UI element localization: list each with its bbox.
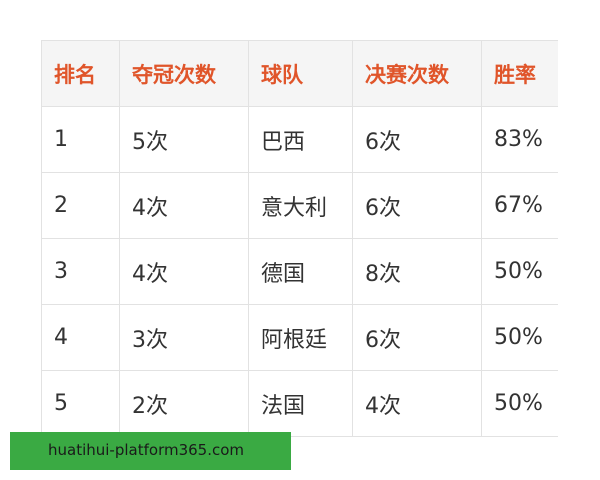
column-header: 决赛次数: [352, 40, 482, 107]
column-header: 夺冠次数: [119, 40, 249, 107]
table-cell: 2次: [119, 370, 249, 437]
champions-table: 排名 夺冠次数 球队 决赛次数 胜率 1 5次 巴西 6次 83% 2 4次 意大利 6次 67% 3 4次德…: [41, 40, 558, 437]
column-header: 球队: [248, 40, 353, 107]
column-header: 胜率: [481, 40, 558, 107]
table-row: 2 4次 意大利 6次 67%: [41, 172, 558, 239]
table-cell: 6次: [352, 304, 482, 371]
table-cell: 4: [41, 304, 120, 371]
watermark-text: huatihui-platform365.com: [48, 441, 245, 459]
table-row: 1 5次 巴西 6次 83%: [41, 106, 558, 173]
table-cell: 67%: [481, 172, 558, 239]
table-cell: 50%: [481, 304, 558, 371]
table-cell: 6次: [352, 106, 482, 173]
table-cell: 意大利: [248, 172, 353, 239]
table-row: 3 4次 德国 8次 50%: [41, 238, 558, 305]
table-cell: 3次: [119, 304, 249, 371]
table-cell: 4次: [119, 238, 249, 305]
table-cell: 巴西: [248, 106, 353, 173]
table-cell: 法国: [248, 370, 353, 437]
column-header: 排名: [41, 40, 120, 107]
table-cell: 5: [41, 370, 120, 437]
watermark-banner: huatihui-platform365.com: [10, 432, 291, 470]
champions-table-container: 排名 夺冠次数 球队 决赛次数 胜率 1 5次 巴西 6次 83% 2 4次 意大利 6次 67% 3 4次德…: [41, 40, 558, 437]
table-cell: 3: [41, 238, 120, 305]
table-cell: 5次: [119, 106, 249, 173]
table-cell: 4次: [352, 370, 482, 437]
table-cell: 6次: [352, 172, 482, 239]
table-header-row: 排名 夺冠次数 球队 决赛次数 胜率: [41, 40, 558, 107]
table-cell: 4次: [119, 172, 249, 239]
table-row: 4 3次 阿根廷 6次 50%: [41, 304, 558, 371]
table-cell: 8次: [352, 238, 482, 305]
table-cell: 德国: [248, 238, 353, 305]
table-cell: 阿根廷: [248, 304, 353, 371]
table-cell: 50%: [481, 370, 558, 437]
table-cell: 2: [41, 172, 120, 239]
table-cell: 50%: [481, 238, 558, 305]
table-cell: 1: [41, 106, 120, 173]
table-row: 5 2次 法国 4次 50%: [41, 370, 558, 437]
table-cell: 83%: [481, 106, 558, 173]
